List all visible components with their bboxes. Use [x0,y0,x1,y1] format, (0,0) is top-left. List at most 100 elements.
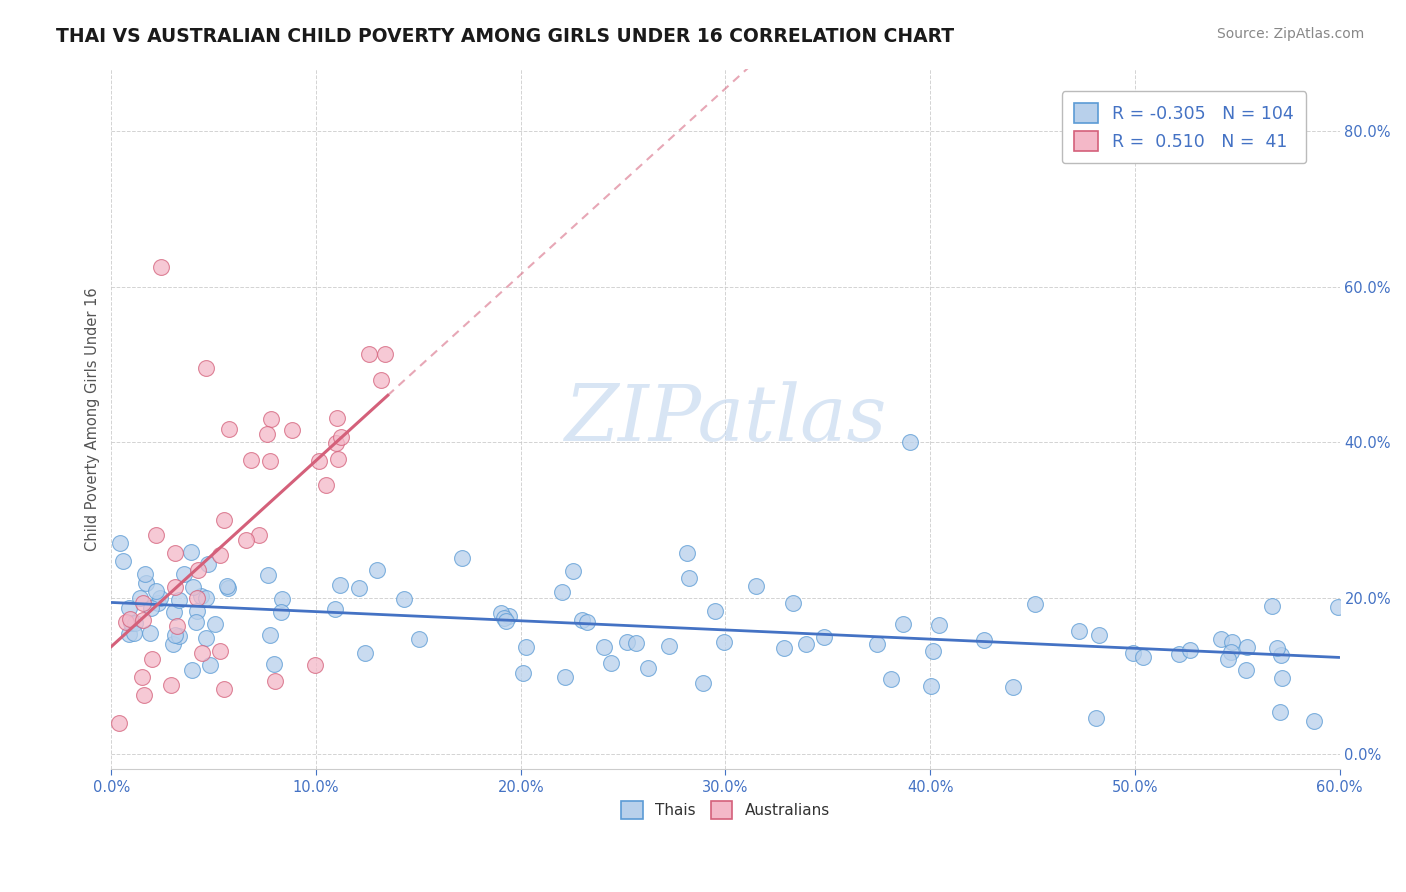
Point [1260,599,1282,613]
Point [1024,597,1046,611]
Point [891,617,914,632]
Point [180,544,202,558]
Point [554,670,576,684]
Point [118,600,141,615]
Point [186,604,208,618]
Point [616,635,638,649]
Point [354,646,377,660]
Point [921,644,943,658]
Point [256,427,278,442]
Point [173,567,195,582]
Point [120,616,142,631]
Point [1180,642,1202,657]
Point [1270,705,1292,719]
Point [1236,640,1258,655]
Point [166,619,188,633]
Point [928,618,950,632]
Point [132,596,155,610]
Point [240,453,263,467]
Point [108,715,131,730]
Point [512,665,534,680]
Point [323,602,346,616]
Point [745,579,768,593]
Point [551,585,574,599]
Point [141,652,163,666]
Point [325,436,347,450]
Y-axis label: Child Poverty Among Girls Under 16: Child Poverty Among Girls Under 16 [86,287,100,550]
Text: Source: ZipAtlas.com: Source: ZipAtlas.com [1216,27,1364,41]
Point [600,656,623,670]
Point [326,452,349,467]
Point [1265,640,1288,655]
Point [141,601,163,615]
Point [281,423,304,437]
Point [256,567,278,582]
Point [120,612,142,626]
Point [492,611,515,625]
Point [794,637,817,651]
Point [163,580,186,594]
Point [866,637,889,651]
Point [208,549,231,563]
Point [451,550,474,565]
Point [704,604,727,618]
Point [259,454,281,468]
Point [134,567,156,582]
Point [1220,634,1243,648]
Point [330,429,353,443]
Point [315,478,337,492]
Point [145,528,167,542]
Point [163,546,186,560]
Point [264,673,287,688]
Point [260,412,283,426]
Point [576,615,599,630]
Point [1001,680,1024,694]
Point [122,625,145,640]
Point [112,554,135,568]
Point [678,571,700,585]
Point [370,373,392,387]
Point [329,578,352,592]
Point [880,672,903,686]
Point [1122,646,1144,660]
Point [637,660,659,674]
Point [167,593,190,607]
Point [366,564,388,578]
Point [1168,647,1191,661]
Point [129,591,152,605]
Point [212,681,235,696]
Point [813,630,835,644]
Point [146,596,169,610]
Point [218,421,240,435]
Point [187,563,209,577]
Point [713,635,735,649]
Point [1088,628,1111,642]
Point [181,581,204,595]
Point [782,596,804,610]
Point [1234,663,1257,677]
Point [259,628,281,642]
Point [495,614,517,628]
Point [326,410,349,425]
Point [308,453,330,467]
Point [138,626,160,640]
Point [658,639,681,653]
Point [163,605,186,619]
Point [1327,600,1350,615]
Point [184,615,207,630]
Point [132,614,155,628]
Point [1271,671,1294,685]
Point [676,546,699,560]
Point [304,658,326,673]
Point [191,646,214,660]
Point [571,613,593,627]
Text: ZIPatlas: ZIPatlas [564,381,887,457]
Point [118,627,141,641]
Point [181,663,204,677]
Point [624,636,647,650]
Point [898,435,921,450]
Point [115,615,138,629]
Point [135,576,157,591]
Point [235,533,257,547]
Text: THAI VS AUSTRALIAN CHILD POVERTY AMONG GIRLS UNDER 16 CORRELATION CHART: THAI VS AUSTRALIAN CHILD POVERTY AMONG G… [56,27,955,45]
